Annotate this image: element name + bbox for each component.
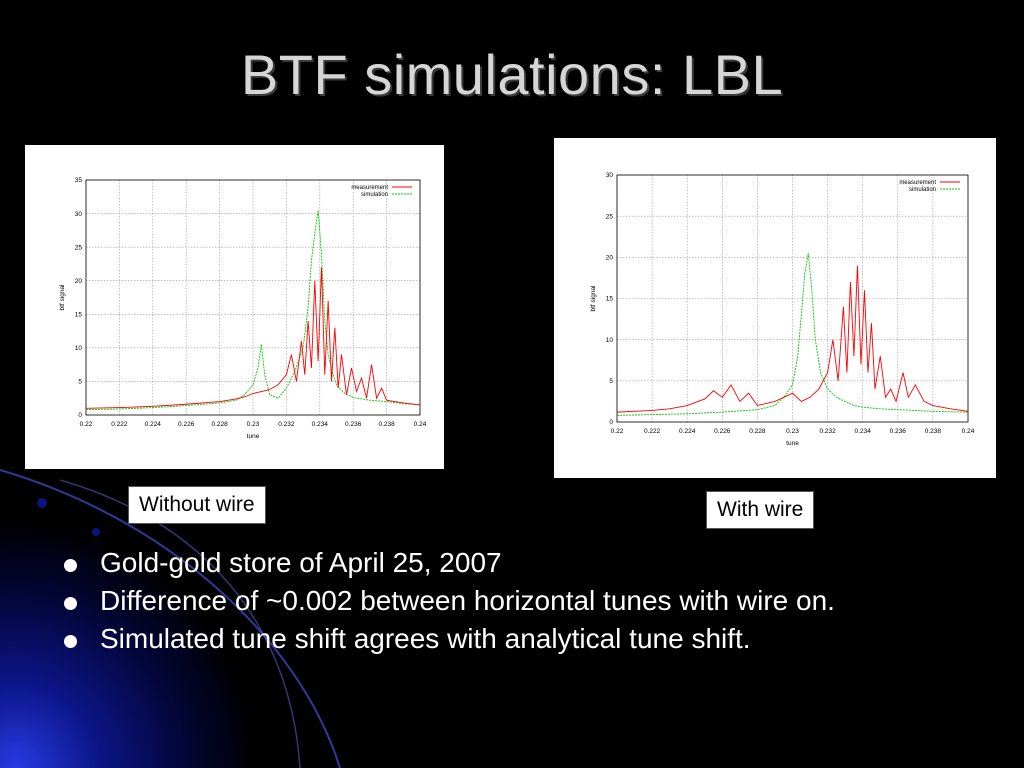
x-tick-label: 0.24 — [962, 428, 975, 435]
y-tick-label: 35 — [75, 177, 83, 184]
x-tick-label: 0.238 — [378, 421, 395, 428]
bullet-list: Gold-gold store of April 25, 2007 Differ… — [62, 548, 972, 662]
caption-with-wire: With wire — [706, 491, 815, 529]
y-tick-label: 20 — [606, 255, 614, 262]
x-tick-label: 0.228 — [211, 421, 228, 428]
x-tick-label: 0.22 — [611, 428, 624, 435]
x-tick-label: 0.234 — [312, 421, 329, 428]
x-tick-label: 0.238 — [925, 428, 942, 435]
x-tick-label: 0.23 — [247, 421, 260, 428]
x-tick-label: 0.23 — [786, 428, 799, 435]
x-tick-label: 0.236 — [345, 421, 362, 428]
bullet-dot-icon — [64, 559, 77, 572]
x-tick-label: 0.224 — [145, 421, 162, 428]
bullet-item: Simulated tune shift agrees with analyti… — [62, 624, 972, 654]
series-line-measurement — [616, 265, 969, 413]
bullet-dot-icon — [64, 597, 77, 610]
series-line-simulation — [616, 253, 969, 416]
y-tick-label: 5 — [78, 379, 82, 386]
x-tick-label: 0.228 — [749, 428, 766, 435]
btf-chart-with-wire-svg: 0.22 0.222 0.224 0.226 0.228 0.23 0.232 0.234 0.… — [590, 172, 975, 447]
y-tick-label: 15 — [606, 296, 614, 303]
y-tick-label: 10 — [606, 337, 614, 344]
y-tick-label: 5 — [609, 378, 613, 385]
x-tick-label: 0.234 — [855, 428, 872, 435]
y-tick-label: 10 — [75, 345, 83, 352]
x-tick-label: 0.224 — [679, 428, 696, 435]
x-tick-label: 0.222 — [644, 428, 661, 435]
bullet-text: Difference of ~0.002 between horizontal … — [100, 585, 835, 616]
caption-without-wire: Without wire — [128, 486, 266, 524]
series-line-measurement — [85, 267, 421, 409]
slide-title: BTF simulations: LBL — [240, 43, 784, 106]
bullet-item: Difference of ~0.002 between horizontal … — [62, 586, 972, 616]
plot-frame — [616, 174, 969, 423]
x-tick-label: 0.222 — [111, 421, 128, 428]
btf-chart-without-wire: 0.22 0.222 0.224 0.226 0.228 0.23 0.232 0.234 0.… — [25, 145, 444, 469]
y-tick-label: 30 — [75, 211, 83, 218]
x-tick-label: 0.232 — [278, 421, 295, 428]
legend-label: measurement — [351, 185, 388, 191]
legend-label: measurement — [899, 180, 936, 186]
y-axis-label: btf signal — [590, 285, 597, 312]
bullet-dot-icon — [64, 635, 77, 648]
plot-frame — [85, 179, 421, 416]
bullet-item: Gold-gold store of April 25, 2007 — [62, 548, 972, 578]
x-axis-label: tune — [247, 433, 260, 440]
y-tick-label: 30 — [606, 172, 614, 179]
series-line-simulation — [85, 210, 421, 411]
y-axis-label: btf signal — [59, 284, 66, 311]
y-tick-label: 0 — [609, 419, 613, 426]
btf-chart-with-wire: 0.22 0.222 0.224 0.226 0.228 0.23 0.232 0.234 0.… — [554, 138, 996, 478]
legend-label: simulation — [361, 192, 388, 198]
x-tick-label: 0.226 — [178, 421, 195, 428]
y-tick-label: 25 — [606, 213, 614, 220]
bullet-text: Simulated tune shift agrees with analyti… — [100, 623, 751, 654]
x-axis-label: tune — [786, 440, 799, 447]
y-tick-label: 20 — [75, 278, 83, 285]
bullet-text: Gold-gold store of April 25, 2007 — [100, 547, 502, 578]
btf-chart-without-wire-svg: 0.22 0.222 0.224 0.226 0.228 0.23 0.232 0.234 0.… — [59, 177, 427, 440]
x-tick-label: 0.22 — [80, 421, 93, 428]
x-tick-label: 0.236 — [890, 428, 907, 435]
x-tick-label: 0.24 — [414, 421, 427, 428]
y-tick-label: 15 — [75, 311, 83, 318]
y-tick-label: 25 — [75, 244, 83, 251]
y-tick-label: 0 — [78, 412, 82, 419]
legend-label: simulation — [909, 187, 936, 193]
x-tick-label: 0.232 — [819, 428, 836, 435]
x-tick-label: 0.226 — [714, 428, 731, 435]
